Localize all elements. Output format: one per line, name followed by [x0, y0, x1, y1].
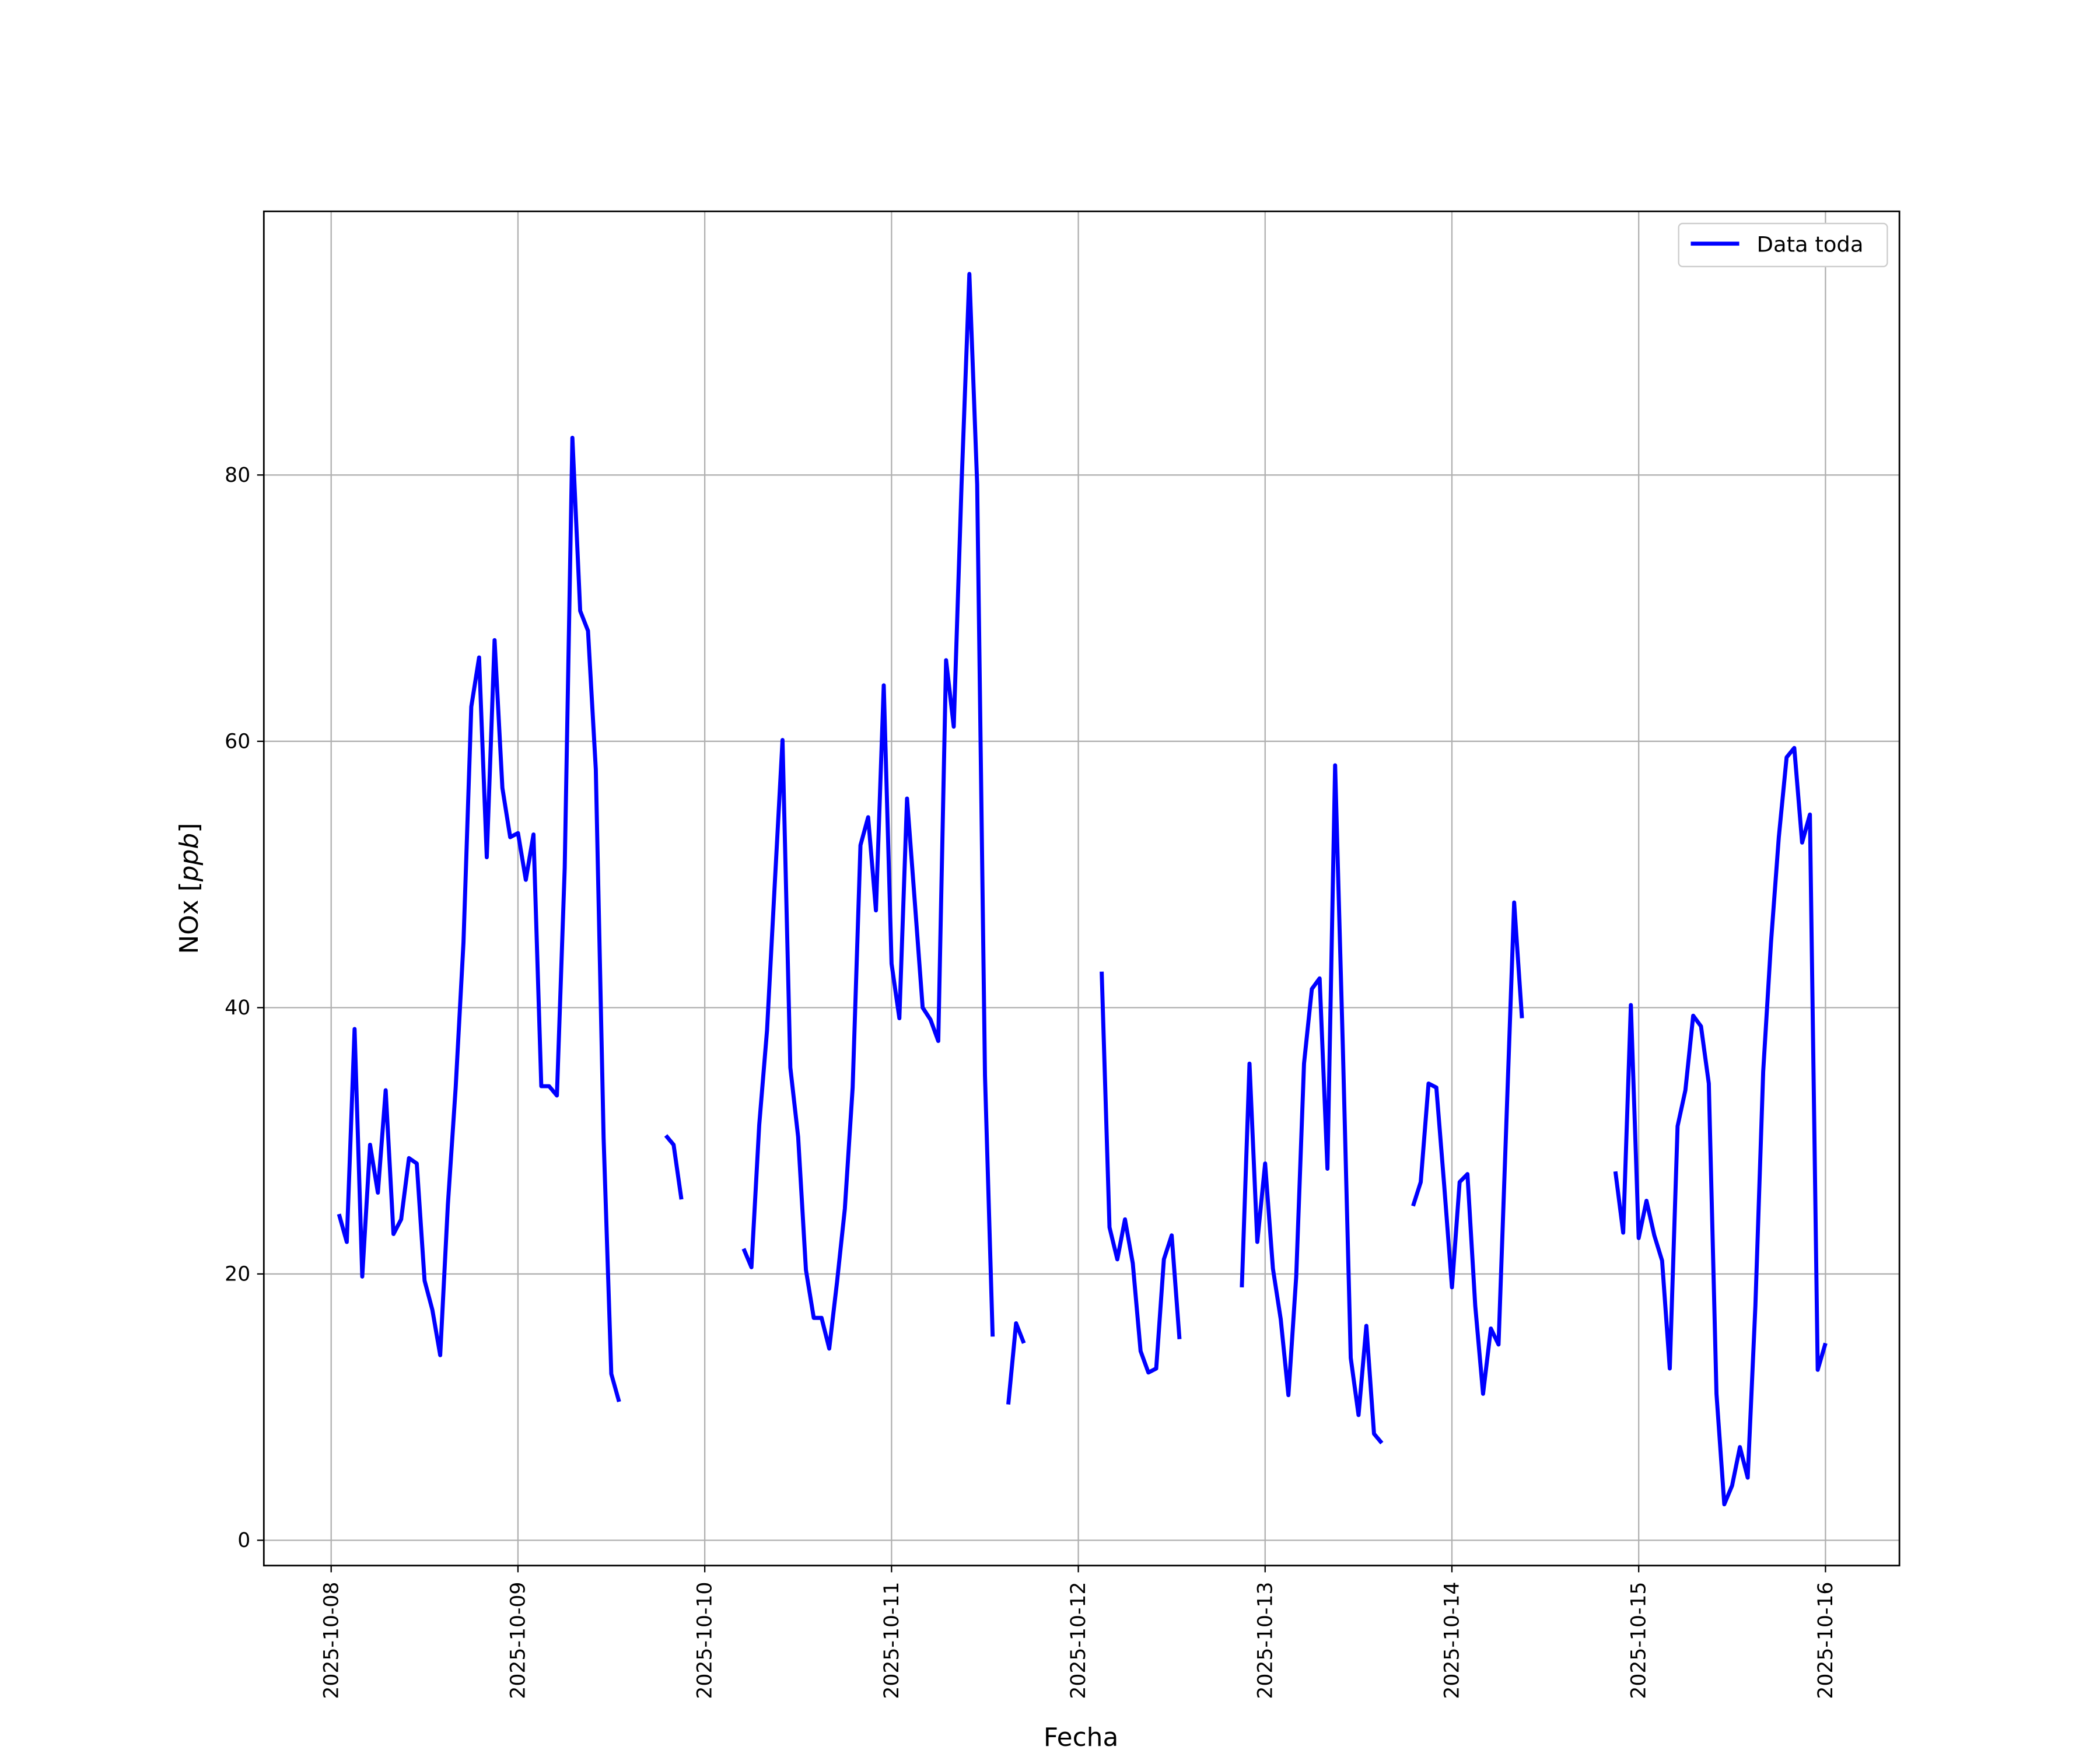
plot-frame	[262, 210, 1901, 1567]
y-axis-ticks: 0 20 40 60 80	[225, 464, 264, 1552]
x-tick-label: 2025-10-13	[1254, 1582, 1277, 1699]
y-tick-label: 20	[225, 1262, 250, 1286]
series-line-segment	[1240, 763, 1384, 1445]
series-line-segment	[664, 1134, 684, 1200]
x-tick-label: 2025-10-15	[1628, 1582, 1651, 1699]
y-tick-label: 60	[225, 730, 250, 753]
y-tick-label: 40	[225, 996, 250, 1020]
series-line-segment	[1006, 1321, 1026, 1405]
x-tick-label: 2025-10-16	[1814, 1582, 1838, 1699]
legend-label: Data toda	[1757, 232, 1864, 257]
series-line-segment	[1100, 971, 1182, 1375]
x-axis-ticks: 2025-10-08 2025-10-09 2025-10-10 2025-10-11…	[320, 1565, 1838, 1699]
series-line-segment	[741, 272, 995, 1351]
legend-box	[1678, 222, 1888, 268]
x-tick-label: 2025-10-11	[880, 1582, 904, 1699]
x-tick-label: 2025-10-12	[1067, 1582, 1090, 1699]
x-tick-label: 2025-10-14	[1441, 1582, 1464, 1699]
legend: Data toda	[1678, 222, 1888, 268]
y-tick-label: 0	[237, 1529, 250, 1552]
x-tick-label: 2025-10-10	[694, 1582, 717, 1699]
series-line-segment	[337, 436, 621, 1402]
x-tick-label: 2025-10-08	[320, 1582, 343, 1699]
x-tick-label: 2025-10-09	[506, 1582, 530, 1699]
series-data-toda	[337, 272, 1828, 1507]
y-tick-label: 80	[225, 464, 250, 487]
series-line-segment	[1613, 746, 1828, 1507]
series-line-segment	[1411, 900, 1524, 1396]
x-axis-label: Fecha	[1044, 1723, 1119, 1750]
grid	[264, 211, 1900, 1566]
y-axis-label: NOx [ppb]	[174, 823, 204, 954]
